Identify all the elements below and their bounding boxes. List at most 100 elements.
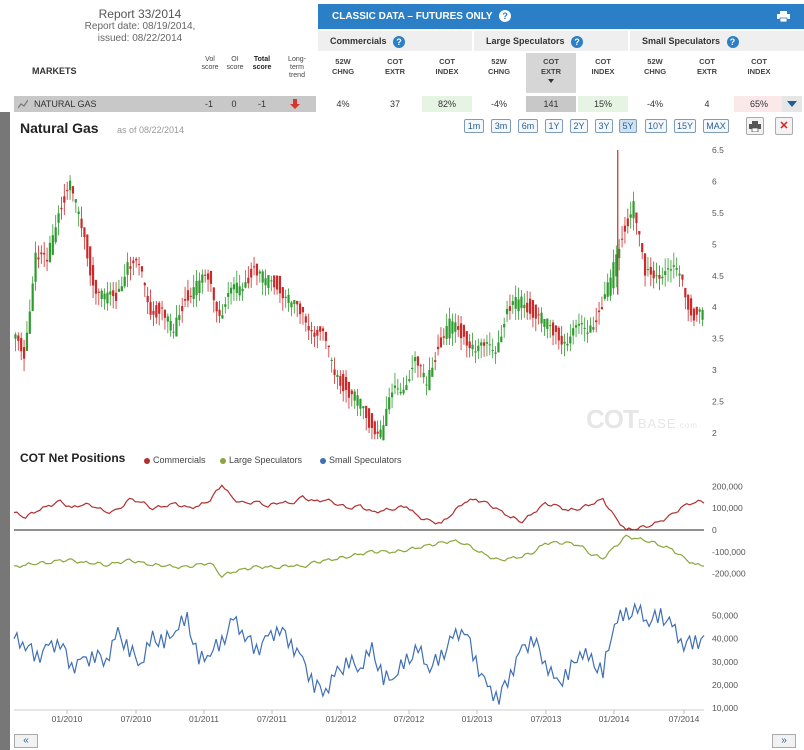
- range-button-max[interactable]: MAX: [703, 119, 729, 133]
- legend-small-speculators[interactable]: Small Speculators: [320, 455, 402, 465]
- candle-body: [500, 336, 503, 343]
- prev-period-button[interactable]: «: [14, 734, 38, 748]
- column-header[interactable]: COT EXTR: [370, 53, 420, 93]
- candle-body: [114, 292, 118, 301]
- range-button-3m[interactable]: 3m: [491, 119, 511, 133]
- candle-body: [316, 329, 319, 336]
- column-header[interactable]: 52W CHNG: [630, 53, 680, 93]
- range-button-6m[interactable]: 6m: [518, 119, 538, 133]
- candle-body: [186, 290, 190, 301]
- candle-body: [77, 211, 80, 214]
- cot-section-title: COT Net Positions: [20, 451, 126, 465]
- candle-body: [198, 280, 201, 294]
- group-large-spec-label: Large Speculators: [486, 36, 565, 46]
- range-button-3y[interactable]: 3Y: [595, 119, 613, 133]
- candle-body: [63, 196, 66, 203]
- candle-body: [560, 335, 563, 345]
- candle-body: [566, 343, 569, 346]
- left-accent-bar: [0, 112, 10, 750]
- column-header[interactable]: COT INDEX: [578, 53, 628, 93]
- candle-body: [189, 295, 192, 297]
- candle-body: [155, 305, 158, 318]
- chart-toggle-icon[interactable]: [18, 99, 28, 109]
- candle-body: [457, 326, 460, 330]
- candle-body: [695, 306, 698, 315]
- candle-body: [195, 280, 198, 296]
- column-header-line2: CHNG: [331, 67, 355, 76]
- oi-score-l2: score: [226, 64, 244, 71]
- candle-body: [238, 286, 241, 296]
- column-header-line1: COT: [543, 57, 559, 66]
- candle-body: [284, 296, 287, 299]
- range-button-5y[interactable]: 5Y: [619, 119, 637, 133]
- total-score-header[interactable]: Total score: [248, 56, 276, 72]
- column-header[interactable]: 52W CHNG: [318, 53, 368, 93]
- market-value-cell: 82%: [422, 96, 472, 112]
- candle-body: [215, 301, 218, 312]
- range-button-2y[interactable]: 2Y: [570, 119, 588, 133]
- print-icon[interactable]: [777, 11, 790, 22]
- range-button-15y[interactable]: 15Y: [674, 119, 696, 133]
- candle-body: [68, 180, 72, 191]
- candle-body: [37, 257, 40, 260]
- candle-body: [356, 395, 359, 406]
- market-name: NATURAL GAS: [34, 99, 97, 109]
- candle-body: [692, 308, 696, 321]
- column-header[interactable]: COT EXTR: [526, 53, 576, 93]
- candle-body: [408, 379, 411, 382]
- column-header[interactable]: COT INDEX: [734, 53, 784, 93]
- price-y-tick-label: 4.5: [712, 271, 724, 281]
- print-chart-button[interactable]: [746, 117, 764, 135]
- column-header[interactable]: 52W CHNG: [474, 53, 524, 93]
- close-chart-button[interactable]: ✕: [775, 117, 793, 135]
- row-expand-chevron-icon[interactable]: [782, 96, 802, 112]
- watermark-sub: BASE: [637, 416, 677, 431]
- candle-body: [465, 331, 468, 346]
- candle-body: [330, 360, 333, 362]
- candle-body: [342, 373, 345, 392]
- market-row[interactable]: NATURAL GAS -1 0 -1: [14, 96, 316, 112]
- column-header-line1: COT: [699, 57, 715, 66]
- series-line-large-speculators: [13, 534, 705, 579]
- candle-body: [324, 331, 328, 341]
- range-button-1y[interactable]: 1Y: [545, 119, 563, 133]
- series-line-commercials: [13, 484, 705, 531]
- candle-body: [520, 296, 523, 309]
- column-header[interactable]: COT EXTR: [682, 53, 732, 93]
- candle-body: [428, 369, 431, 391]
- candle-body: [635, 212, 638, 224]
- group-commercials-label: Commercials: [330, 36, 387, 46]
- range-button-1m[interactable]: 1m: [464, 119, 484, 133]
- next-period-button[interactable]: »: [772, 734, 796, 748]
- vol-score-header[interactable]: Vol score: [198, 56, 222, 72]
- help-icon[interactable]: ?: [499, 10, 512, 23]
- column-header[interactable]: COT INDEX: [422, 53, 472, 93]
- chart-asof: as of 08/22/2014: [117, 125, 185, 135]
- candle-body: [106, 292, 109, 304]
- x-tick-label: 01/2013: [462, 714, 493, 724]
- oi-score-header[interactable]: OI score: [223, 56, 247, 72]
- candle-body: [290, 302, 293, 308]
- trend-header[interactable]: Long- term trend: [282, 56, 312, 80]
- candle-body: [615, 254, 618, 277]
- legend-commercials[interactable]: Commercials: [144, 455, 206, 465]
- column-header-line1: 52W: [335, 57, 351, 66]
- candle-body: [327, 345, 330, 348]
- candle-body: [48, 242, 52, 263]
- help-icon[interactable]: ?: [726, 35, 739, 48]
- candle-body: [229, 287, 233, 294]
- report-title: Report 33/2014: [98, 7, 182, 21]
- column-header-line1: COT: [439, 57, 455, 66]
- candle-body: [606, 282, 609, 297]
- candle-body: [86, 234, 89, 259]
- help-icon[interactable]: ?: [393, 35, 406, 48]
- help-icon[interactable]: ?: [571, 35, 584, 48]
- candle-body: [543, 318, 546, 327]
- candle-body: [51, 235, 54, 255]
- legend-large-speculators[interactable]: Large Speculators: [220, 455, 302, 465]
- candle-body: [120, 286, 123, 292]
- watermark-suffix: .com: [676, 421, 698, 430]
- range-button-10y[interactable]: 10Y: [645, 119, 667, 133]
- column-header-line2: EXTR: [384, 67, 405, 76]
